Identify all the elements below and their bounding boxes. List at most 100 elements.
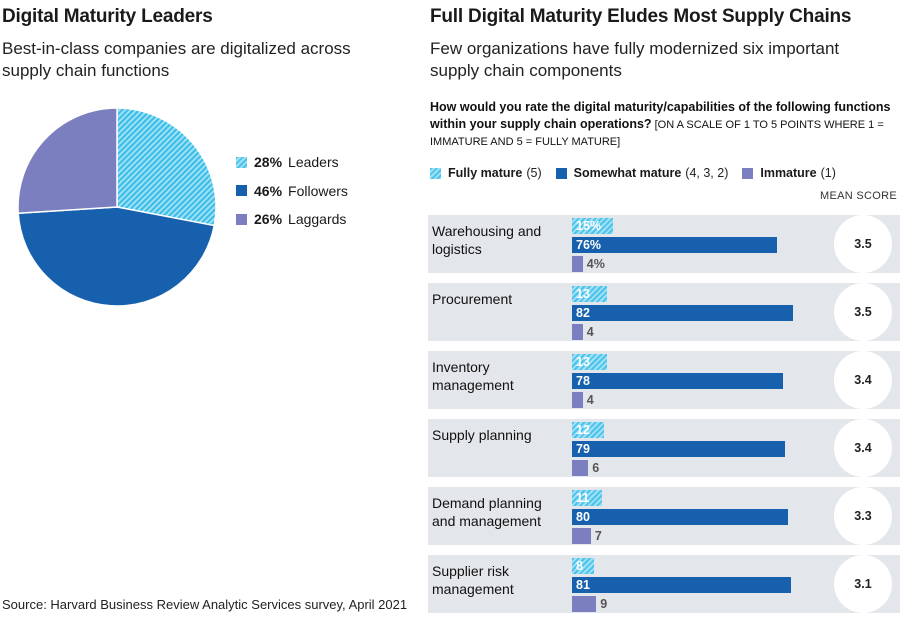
bar-value-label: 4% bbox=[586, 257, 605, 271]
pie-slice-leaders bbox=[116, 107, 217, 227]
bar-laggards bbox=[572, 324, 583, 340]
category-label-line-2: and management bbox=[432, 513, 541, 529]
bar-followers bbox=[572, 237, 778, 253]
pie-slice-label: Followers bbox=[288, 182, 348, 199]
bar-row: Warehousing and logistics 15% 76% 4% 3.5 bbox=[428, 215, 900, 273]
row-category-label: Supply planning bbox=[432, 426, 568, 444]
bar-leaders bbox=[572, 354, 608, 370]
bar-legend-scale: (1) bbox=[820, 166, 836, 180]
pie-slice-value: 46% bbox=[254, 182, 283, 199]
mean-score-badge: 3.4 bbox=[834, 351, 892, 409]
row-category-label: Supplier risk management bbox=[432, 562, 568, 598]
bar-legend: Fully mature (5) Somewhat mature (4, 3, 2) I… bbox=[430, 166, 836, 180]
category-label-line-1: Warehousing and bbox=[432, 223, 542, 239]
bar-followers bbox=[572, 305, 794, 321]
bar-leaders bbox=[572, 558, 594, 574]
legend-swatch-laggards bbox=[236, 213, 247, 225]
pie-slice-value: 26% bbox=[254, 211, 283, 228]
bar-followers bbox=[572, 373, 783, 389]
bar-leaders bbox=[572, 490, 602, 506]
question-line-2: within your supply chain operations? bbox=[430, 117, 652, 131]
bar-value-label: 79 bbox=[576, 442, 590, 456]
category-label-line-1: Procurement bbox=[432, 291, 513, 307]
left-chart-subtitle: Best-in-class companies are digitalized … bbox=[2, 38, 351, 82]
bar-value-label: 12 bbox=[576, 423, 590, 437]
bar-legend-label: Immature bbox=[760, 166, 817, 180]
bar-value-label: 82 bbox=[576, 306, 590, 320]
legend-swatch-followers bbox=[236, 185, 247, 197]
bar-value-label: 80 bbox=[576, 510, 590, 524]
bar-value-label: 9 bbox=[600, 597, 608, 611]
category-label-line-2: logistics bbox=[432, 241, 482, 257]
bar-chart: Warehousing and logistics 15% 76% 4% 3.5 Procu… bbox=[428, 213, 900, 619]
category-label-line-2: management bbox=[432, 581, 514, 597]
bar-followers bbox=[572, 441, 786, 457]
bar-value-label: 78 bbox=[576, 374, 590, 388]
bar-legend-label: Fully mature bbox=[448, 166, 523, 180]
bar-value-label: 8 bbox=[576, 559, 583, 573]
legend-swatch-leaders bbox=[236, 156, 247, 168]
bar-laggards bbox=[572, 596, 597, 612]
bar-value-label: 15% bbox=[576, 219, 602, 233]
category-label-line-1: Inventory management bbox=[432, 359, 514, 393]
bar-legend-item-leaders: Fully mature (5) bbox=[430, 166, 542, 180]
bar-value-label: 4 bbox=[586, 325, 594, 339]
bar-followers bbox=[572, 577, 791, 593]
bar-legend-swatch bbox=[555, 167, 567, 179]
bar-row: Procurement 13 82 4 3.5 bbox=[428, 283, 900, 341]
right-chart-subtitle: Few organizations have fully modernized … bbox=[430, 38, 839, 82]
left-chart-title: Digital Maturity Leaders bbox=[2, 6, 213, 27]
mean-score-header: MEAN SCORE bbox=[820, 190, 897, 202]
mean-score-badge: 3.5 bbox=[834, 283, 892, 341]
right-subtitle-line-2: supply chain components bbox=[430, 61, 622, 80]
bar-leaders bbox=[572, 218, 613, 234]
source-note: Source: Harvard Business Review Analytic… bbox=[2, 597, 408, 612]
mean-score-badge: 3.5 bbox=[834, 215, 892, 273]
left-subtitle-line-1: Best-in-class companies are digitalized … bbox=[2, 39, 351, 58]
bar-value-label: 13 bbox=[576, 355, 590, 369]
question-scale-note: [ON A SCALE OF 1 TO 5 POINTS WHERE 1 = bbox=[651, 119, 884, 131]
bar-row: Inventory management 13 78 4 3.4 bbox=[428, 351, 900, 409]
bar-legend-item-followers: Somewhat mature (4, 3, 2) bbox=[555, 166, 729, 180]
question-line-1: How would you rate the digital maturity/… bbox=[430, 100, 891, 114]
pie-legend-item-leaders: 28% Leaders bbox=[236, 148, 348, 177]
row-category-label: Inventory management bbox=[432, 358, 568, 394]
mean-score-badge: 3.1 bbox=[834, 555, 892, 613]
bar-legend-scale: (4, 3, 2) bbox=[685, 166, 729, 180]
row-category-label: Demand planning and management bbox=[432, 494, 568, 530]
mean-score-badge: 3.4 bbox=[834, 419, 892, 477]
bar-legend-scale: (5) bbox=[526, 166, 542, 180]
bar-legend-item-laggards: Immature (1) bbox=[742, 166, 836, 180]
pie-slice-laggards bbox=[17, 107, 118, 215]
bar-value-label: 7 bbox=[594, 529, 602, 543]
mean-score-badge: 3.3 bbox=[834, 487, 892, 545]
bar-laggards bbox=[572, 528, 591, 544]
pie-slice-label: Leaders bbox=[288, 154, 339, 171]
bar-legend-swatch bbox=[430, 167, 441, 179]
right-subtitle-line-1: Few organizations have fully modernized … bbox=[430, 39, 840, 58]
bar-laggards bbox=[572, 256, 583, 272]
category-label-line-1: Supplier risk bbox=[432, 563, 510, 579]
pie-legend: 28% Leaders 46% Followers 26% Laggards bbox=[236, 148, 348, 234]
question-line-3: IMMATURE AND 5 = FULLY MATURE] bbox=[430, 136, 621, 148]
bar-value-label: 11 bbox=[576, 491, 590, 505]
bar-row: Demand planning and management 11 80 7 3.3 bbox=[428, 487, 900, 545]
pie-legend-item-followers: 46% Followers bbox=[236, 177, 348, 206]
bar-value-label: 6 bbox=[592, 461, 600, 475]
bar-value-label: 13 bbox=[576, 287, 590, 301]
pie-slice-label: Laggards bbox=[288, 211, 347, 228]
category-label-line-1: Supply planning bbox=[432, 427, 532, 443]
bar-laggards bbox=[572, 392, 583, 408]
bar-legend-label: Somewhat mature bbox=[573, 166, 682, 180]
bar-row: Supply planning 12 79 6 3.4 bbox=[428, 419, 900, 477]
survey-question: How would you rate the digital maturity/… bbox=[430, 99, 900, 151]
bar-leaders bbox=[572, 422, 605, 438]
pie-slice-followers bbox=[17, 206, 216, 307]
row-category-label: Warehousing and logistics bbox=[432, 222, 568, 258]
bar-value-label: 76% bbox=[576, 238, 602, 252]
bar-leaders bbox=[572, 286, 608, 302]
bar-legend-swatch bbox=[742, 167, 754, 179]
pie-slice-value: 28% bbox=[254, 154, 283, 171]
bar-value-label: 4 bbox=[586, 393, 594, 407]
bar-value-label: 81 bbox=[576, 578, 590, 592]
